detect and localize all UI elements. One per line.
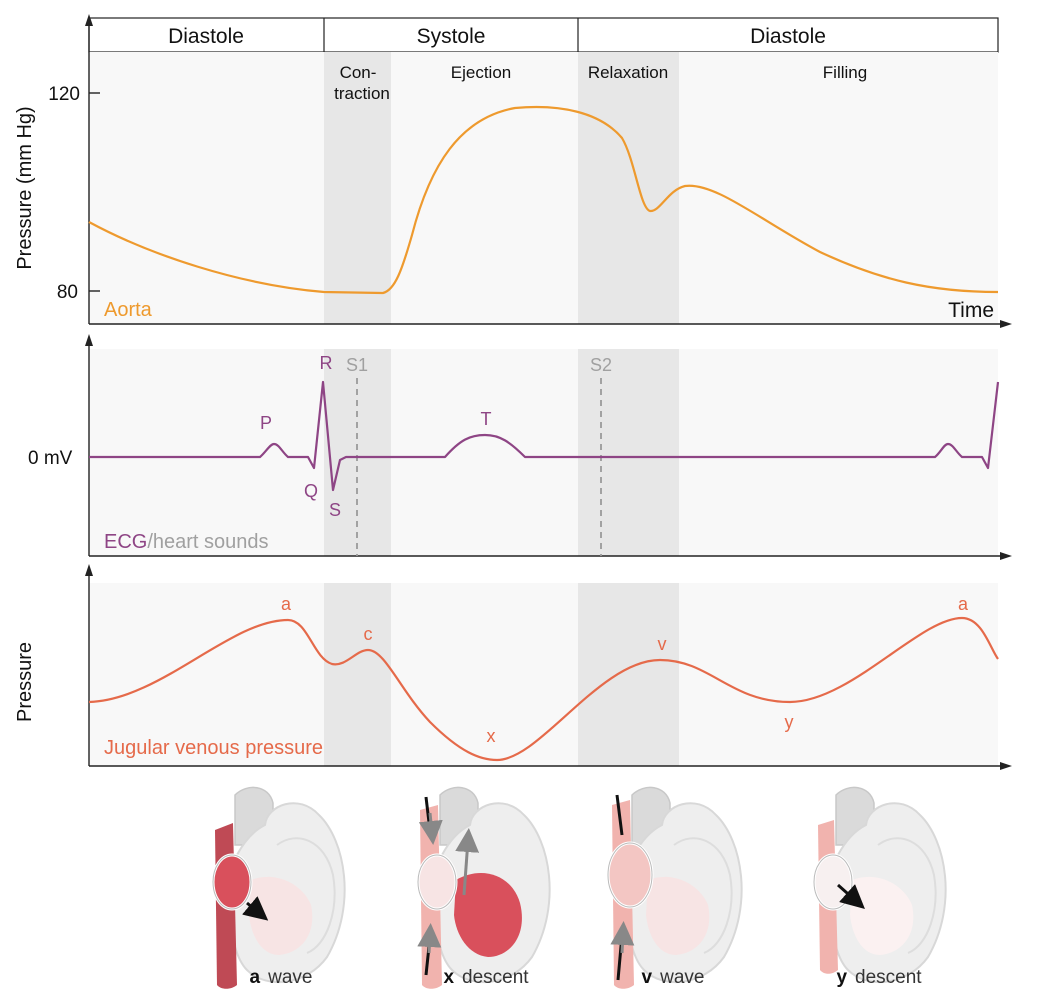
heart-a-wave-icon — [211, 786, 346, 989]
heart-v-wave-icon — [606, 786, 743, 989]
ecg-wave-p: P — [260, 413, 272, 433]
jvp-ylabel: Pressure — [14, 642, 36, 722]
ecg-panel: 0 mV S1 S2 P R Q S T ECG/heart sounds — [28, 334, 1012, 560]
aorta-xlabel: Time — [948, 299, 994, 322]
ecg-panel-bg — [89, 349, 998, 556]
jvp-wave-x: x — [487, 726, 496, 746]
jvp-series-label: Jugular venous pressure — [104, 737, 323, 759]
phase-systole: Systole — [417, 25, 486, 48]
aorta-series-label: Aorta — [104, 299, 153, 321]
ecg-series-label: ECG/heart sounds — [104, 531, 269, 553]
heart-y-descent-icon — [812, 786, 947, 983]
subphase-contraction-2: traction — [334, 84, 390, 103]
aorta-ylabel: Pressure (mm Hg) — [14, 106, 36, 269]
jvp-curve — [88, 616, 999, 762]
jvp-panel: Pressure a c x v y a Jugular venous pres… — [14, 564, 1012, 770]
jvp-wave-a1: a — [281, 594, 292, 614]
heart-x-descent-icon — [416, 786, 551, 989]
ecg-wave-t: T — [481, 409, 492, 429]
jvp-wave-c: c — [364, 624, 373, 644]
aorta-panel-bg — [89, 52, 998, 324]
caption-v-wave: v wave — [642, 967, 705, 988]
ecg-wave-r: R — [320, 353, 333, 373]
subphase-contraction-1: Con- — [340, 63, 377, 82]
s2-label: S2 — [590, 355, 612, 375]
relaxation-shade — [578, 52, 679, 324]
phase-diastole-2: Diastole — [750, 25, 826, 48]
subphase-ejection: Ejection — [451, 63, 511, 82]
caption-y-descent: y descent — [836, 967, 922, 988]
caption-x-descent: x descent — [443, 967, 529, 988]
ecg-wave-s: S — [329, 500, 341, 520]
contraction-shade — [324, 52, 391, 324]
aorta-pressure-curve — [88, 105, 999, 295]
jvp-wave-y: y — [785, 712, 794, 732]
s1-label: S1 — [346, 355, 368, 375]
ecg-trace — [89, 380, 1000, 492]
phase-diastole-1: Diastole — [168, 25, 244, 48]
subphase-relaxation: Relaxation — [588, 63, 668, 82]
tick-120: 120 — [48, 84, 80, 105]
jvp-wave-v: v — [658, 634, 667, 654]
caption-a-wave: a wave — [250, 967, 313, 988]
subphase-filling: Filling — [823, 63, 867, 82]
phase-header: Diastole Systole Diastole — [88, 17, 999, 53]
ecg-wave-q: Q — [304, 481, 318, 501]
ecg-zero-label: 0 mV — [28, 448, 73, 469]
tick-80: 80 — [57, 282, 78, 303]
aorta-panel: Con- traction Ejection Relaxation Fillin… — [14, 14, 1012, 328]
jvp-wave-a2: a — [958, 594, 969, 614]
heart-captions: a wave x descent v wave y descent — [250, 967, 923, 988]
